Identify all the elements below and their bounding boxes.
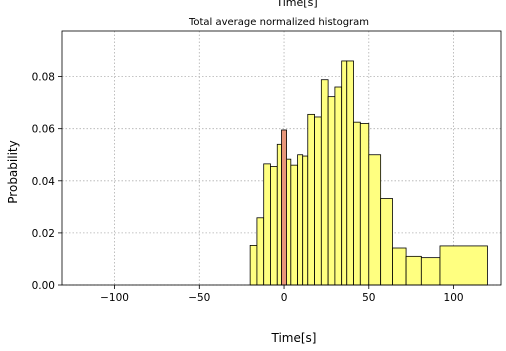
histogram-bar [327,96,336,286]
histogram-bar [405,255,422,286]
histogram-bar [341,60,348,286]
histogram-bar [249,245,258,286]
chart-title: Total average normalized histogram [188,17,369,28]
top-cut-label: Time[s] [275,0,317,9]
highlight-bar [281,129,287,286]
histogram-bar [353,121,361,286]
x-tick-label: −50 [188,292,210,304]
histogram-bar [302,155,309,286]
y-tick-label: 0.02 [32,228,55,240]
x-tick-label: 50 [362,292,375,304]
histogram-bar [270,166,278,286]
histogram-bars [249,60,488,286]
y-tick-label: 0.00 [32,280,55,292]
axis-ticks: −100 −50 0 50 100 0.00 0.02 0.04 0.06 0.08 [32,72,464,304]
x-tick-label: 100 [444,292,464,304]
y-tick-label: 0.06 [32,124,56,136]
y-tick-label: 0.04 [32,176,56,188]
histogram-bar [380,198,393,286]
histogram-bar [297,154,304,286]
plot-frame [61,30,502,286]
histogram-bar [439,245,488,286]
histogram-bar [346,60,354,286]
y-tick-label: 0.08 [32,72,55,84]
histogram-bar [314,116,322,286]
histogram-bar [334,86,343,286]
histogram-bar [368,154,382,286]
histogram-bar [320,79,329,286]
y-axis-label: Probability [6,140,20,203]
histogram-bar [420,257,441,286]
histogram-bar [392,247,407,286]
histogram-bar [256,217,265,286]
x-tick-label: 0 [281,292,288,304]
histogram-bar [359,123,370,286]
histogram-bar [263,163,271,286]
histogram-bar [286,158,292,286]
x-tick-label: −100 [100,292,129,304]
x-axis-label: Time[s] [271,331,317,345]
histogram-bar [276,143,282,286]
histogram-bar [290,164,299,286]
histogram-bar [307,113,315,286]
